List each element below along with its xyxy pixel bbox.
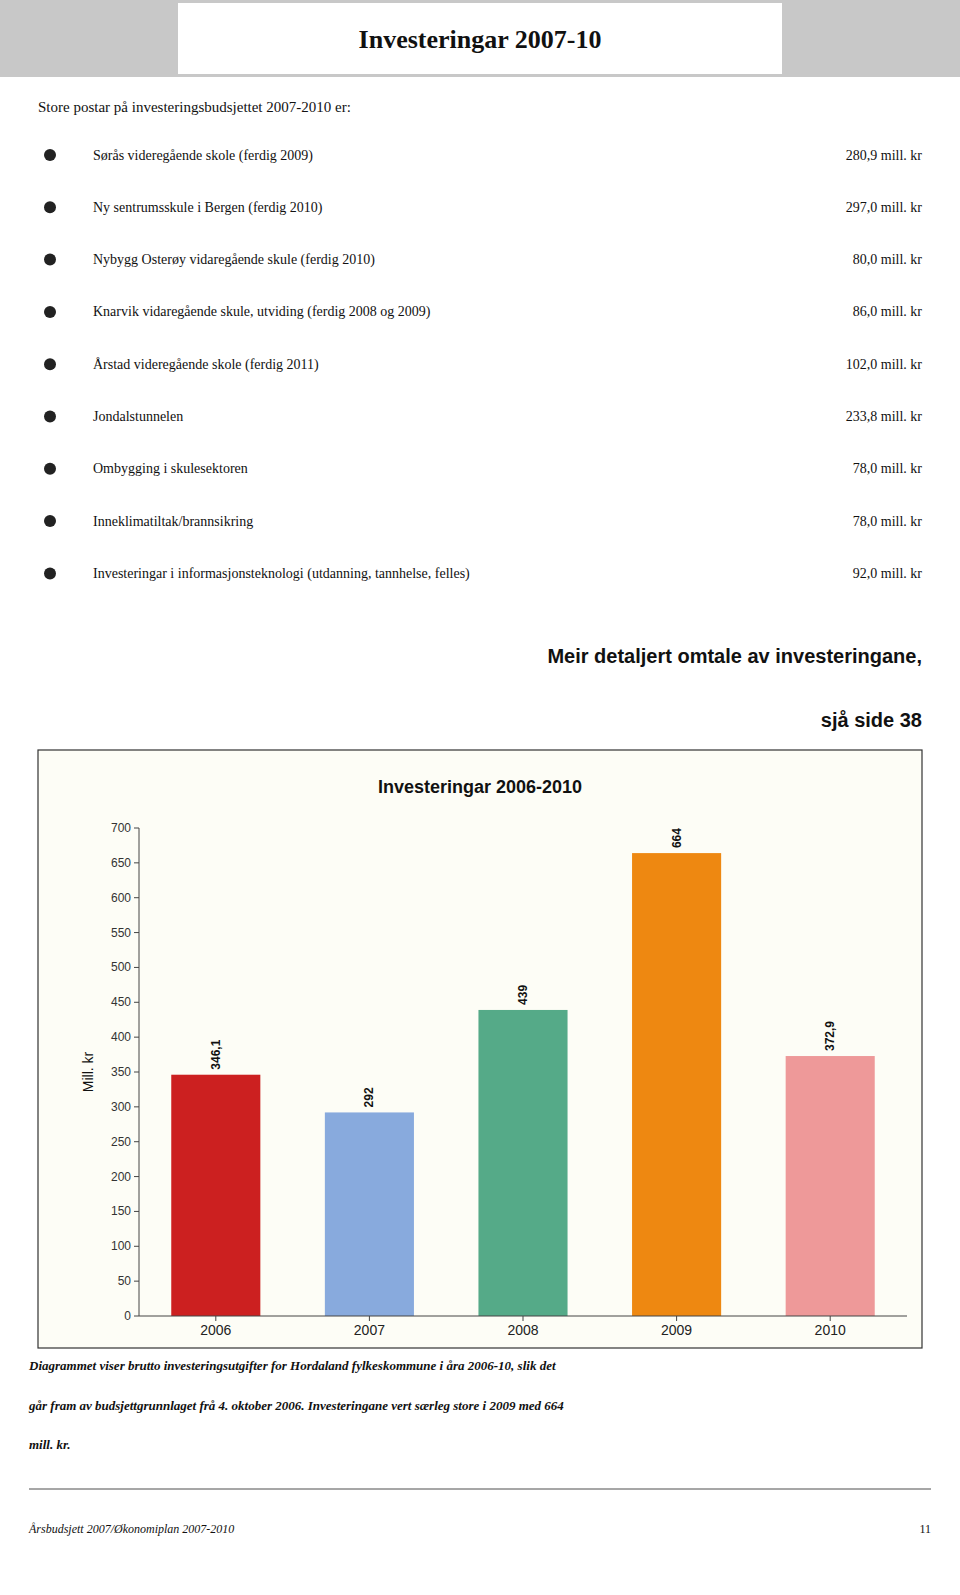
bar bbox=[171, 1075, 260, 1316]
bullet-dot bbox=[44, 149, 56, 161]
y-tick bbox=[134, 1141, 139, 1142]
bullet-text: Årstad videregående skole (ferdig 2011) bbox=[93, 357, 319, 373]
x-tick bbox=[215, 1316, 216, 1321]
bullet-text: Ombygging i skulesektoren bbox=[93, 461, 248, 476]
bullet-dot bbox=[44, 515, 56, 527]
footer-text: Diagrammet viser brutto investeringsutgi… bbox=[28, 1358, 556, 1373]
y-tick-label: 200 bbox=[111, 1170, 131, 1184]
y-tick bbox=[134, 828, 139, 829]
y-tick-label: 350 bbox=[111, 1065, 131, 1079]
y-tick bbox=[134, 932, 139, 933]
footer-text: går fram av budsjettgrunnlaget frå 4. ok… bbox=[28, 1398, 564, 1413]
bullet-value: 92,0 mill. kr bbox=[853, 566, 923, 581]
y-tick-label: 550 bbox=[111, 926, 131, 940]
x-tick bbox=[676, 1316, 677, 1321]
bullet-dot bbox=[44, 567, 56, 579]
bar bbox=[632, 853, 721, 1316]
x-tick-label: 2009 bbox=[661, 1322, 692, 1338]
data-label: 292 bbox=[362, 1087, 376, 1107]
x-tick bbox=[830, 1316, 831, 1321]
y-tick bbox=[134, 897, 139, 898]
y-tick-label: 700 bbox=[111, 821, 131, 835]
bullet-value: 80,0 mill. kr bbox=[853, 252, 923, 267]
bold-text: sjå side 38 bbox=[821, 709, 922, 731]
y-tick bbox=[134, 1316, 139, 1317]
y-tick-label: 500 bbox=[111, 960, 131, 974]
bottom-rule bbox=[29, 1489, 931, 1490]
y-tick-label: 600 bbox=[111, 891, 131, 905]
data-label: 346,1 bbox=[209, 1039, 223, 1069]
bullet-text: Investeringar i informasjonsteknologi (u… bbox=[93, 566, 470, 582]
footer-text: mill. kr. bbox=[29, 1437, 71, 1452]
bullet-dot bbox=[44, 254, 56, 266]
x-tick-label: 2006 bbox=[200, 1322, 231, 1338]
page: Investeringar 2007-10 Store postar på inv… bbox=[0, 0, 960, 1595]
y-tick bbox=[134, 862, 139, 863]
bullet-dot bbox=[44, 463, 56, 475]
chart-box bbox=[38, 750, 922, 1348]
intro-text: Store postar på investeringsbudsjettet 2… bbox=[38, 99, 351, 115]
y-tick bbox=[134, 1037, 139, 1038]
y-tick-label: 150 bbox=[111, 1204, 131, 1218]
page-number: 11 bbox=[919, 1522, 931, 1536]
header-band bbox=[0, 0, 960, 77]
footer-left: Årsbudsjett 2007/Økonomiplan 2007-2010 bbox=[28, 1522, 234, 1536]
bars bbox=[171, 853, 874, 1316]
y-tick-label: 450 bbox=[111, 995, 131, 1009]
y-tick bbox=[134, 1106, 139, 1107]
x-tick bbox=[523, 1316, 524, 1321]
y-tick-label: 0 bbox=[124, 1309, 131, 1323]
x-tick-label: 2008 bbox=[507, 1322, 538, 1338]
bar bbox=[478, 1010, 567, 1316]
x-tick-label: 2007 bbox=[354, 1322, 385, 1338]
y-tick bbox=[134, 1281, 139, 1282]
data-label: 439 bbox=[516, 985, 530, 1005]
y-axis: 0 50 100 150 200 250 300 350 400 450 500 550 600 650 7… bbox=[111, 821, 139, 1323]
bullet-value: 78,0 mill. kr bbox=[853, 514, 923, 529]
y-tick-label: 400 bbox=[111, 1030, 131, 1044]
y-tick bbox=[134, 1211, 139, 1212]
bar bbox=[325, 1112, 414, 1316]
y-tick-label: 100 bbox=[111, 1239, 131, 1253]
bullet-text: Inneklimatiltak/brannsikring bbox=[93, 514, 253, 529]
y-axis-line bbox=[139, 828, 140, 1316]
y-tick-label: 250 bbox=[111, 1135, 131, 1149]
y-axis-label: Mill. kr bbox=[80, 1051, 96, 1092]
bullet-value: 297,0 mill. kr bbox=[846, 200, 923, 215]
bullet-value: 233,8 mill. kr bbox=[846, 409, 923, 424]
y-tick bbox=[134, 1072, 139, 1073]
data-label: 372,9 bbox=[823, 1021, 837, 1051]
chart-title: Investeringar 2006-2010 bbox=[378, 777, 582, 797]
y-tick-label: 50 bbox=[118, 1274, 132, 1288]
bar bbox=[786, 1056, 875, 1316]
page-svg: Investeringar 2007-10 Store postar på inv… bbox=[0, 0, 960, 1595]
bullet-text: Knarvik vidaregående skule, utviding (fe… bbox=[93, 304, 431, 320]
y-tick-label: 650 bbox=[111, 856, 131, 870]
bold-text: Meir detaljert omtale av investeringane, bbox=[547, 645, 922, 667]
x-tick-label: 2010 bbox=[815, 1322, 846, 1338]
bullet-value: 102,0 mill. kr bbox=[846, 357, 923, 372]
bullet-value: 280,9 mill. kr bbox=[846, 148, 923, 163]
bullet-dot bbox=[44, 201, 56, 213]
bullet-dot bbox=[44, 358, 56, 370]
y-tick bbox=[134, 1002, 139, 1003]
bullet-text: Jondalstunnelen bbox=[93, 409, 183, 424]
bullet-text: Nybygg Osterøy vidaregående skule (ferdi… bbox=[93, 252, 375, 268]
header-box bbox=[178, 3, 782, 74]
y-tick bbox=[134, 1246, 139, 1247]
data-labels: 346,1 292 439 664 372,9 bbox=[209, 828, 837, 1108]
bullet-dot bbox=[44, 411, 56, 423]
bullet-text: Sørås videregående skole (ferdig 2009) bbox=[93, 148, 313, 164]
x-axis: 2006 2007 2008 2009 2010 bbox=[139, 1316, 907, 1338]
y-tick bbox=[134, 1176, 139, 1177]
data-label: 664 bbox=[670, 828, 684, 848]
y-tick-label: 300 bbox=[111, 1100, 131, 1114]
y-tick bbox=[134, 967, 139, 968]
x-tick bbox=[369, 1316, 370, 1321]
bullet-value: 86,0 mill. kr bbox=[853, 304, 923, 319]
bullet-text: Ny sentrumsskule i Bergen (ferdig 2010) bbox=[93, 200, 323, 216]
bullet-dot bbox=[44, 306, 56, 318]
bullet-value: 78,0 mill. kr bbox=[853, 461, 923, 476]
page-title: Investeringar 2007-10 bbox=[359, 25, 602, 54]
